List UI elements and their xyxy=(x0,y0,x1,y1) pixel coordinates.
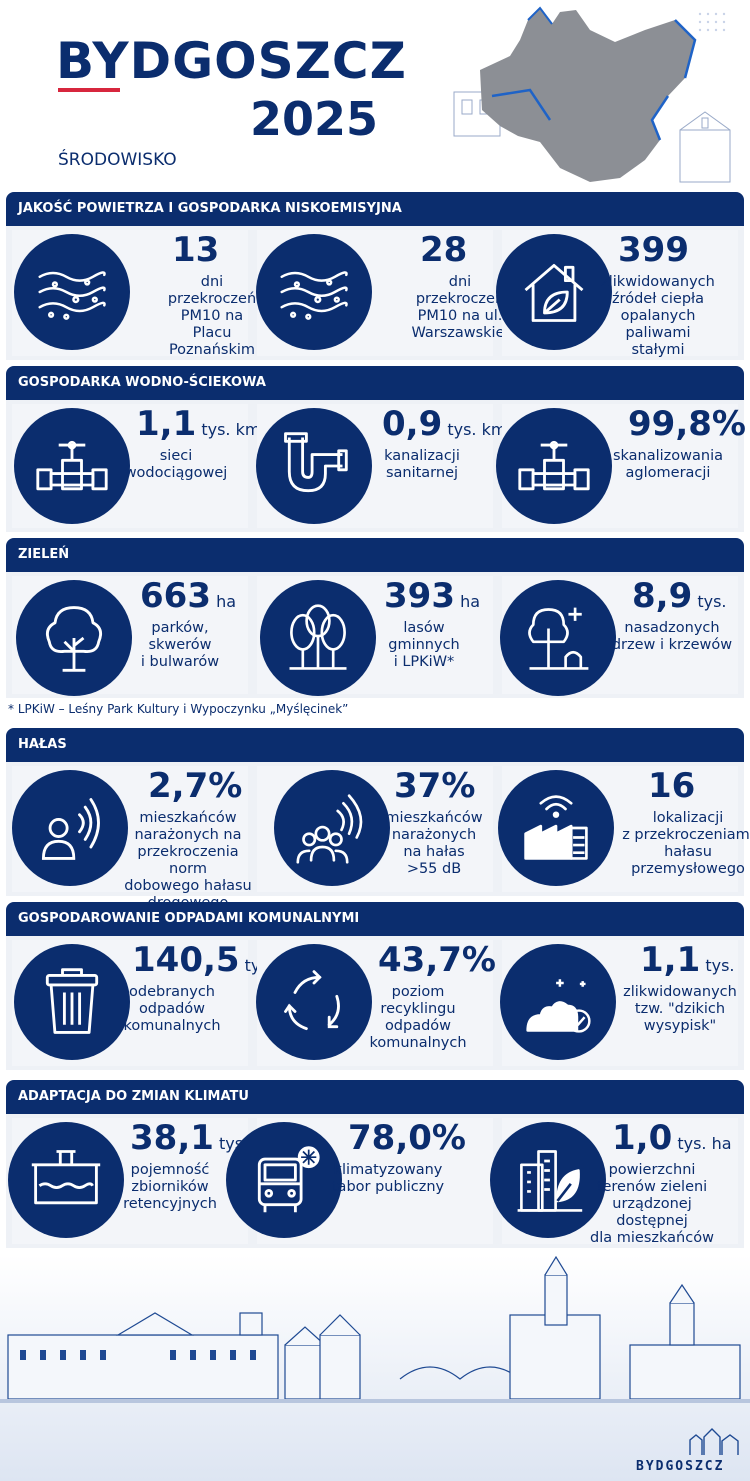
stat-number: 1,1 xyxy=(640,940,701,980)
group-noise-icon xyxy=(274,770,390,886)
stat-description: dni przekroczeń PM10 na ul. Warszawskiej xyxy=(411,274,509,341)
tree-icon xyxy=(16,580,132,696)
stat-description: kanalizacji sanitarnej xyxy=(384,448,460,481)
section-header: JAKOŚĆ POWIETRZA I GOSPODARKA NISKOEMISY… xyxy=(6,192,744,226)
air-dust-icon xyxy=(14,234,130,350)
stat-value: 28 xyxy=(420,232,467,268)
stat-value: 43,7% xyxy=(378,942,496,978)
stat-unit: tys. xyxy=(692,592,727,611)
stat-description: nasadzonych drzew i krzewów xyxy=(611,620,733,653)
stat-description: lasów gminnych i LPKiW* xyxy=(388,620,460,670)
stat-value: 2,7% xyxy=(148,768,242,804)
stat-number: 140,5 xyxy=(132,940,240,980)
stat-description: skanalizowania aglomeracji xyxy=(612,448,724,481)
stat-description: powierzchni terenów zieleni urządzonej d… xyxy=(590,1162,714,1246)
stat-number: 0,9 xyxy=(382,404,443,444)
stat-number: 399 xyxy=(618,230,689,270)
recycle-icon xyxy=(256,944,372,1060)
person-noise-icon xyxy=(12,770,128,886)
stat-description: dni przekroczeń PM10 na Placu Poznańskim xyxy=(167,274,257,358)
page-subtitle: ŚRODOWISKO xyxy=(58,150,177,170)
house-leaf-icon xyxy=(496,234,612,350)
stat-number: 78,0% xyxy=(348,1118,466,1158)
stat-description: mieszkańców narażonych na przekroczenia … xyxy=(124,810,252,911)
stat-value: 1,1 tys. km xyxy=(136,406,260,448)
stat-value: 78,0% xyxy=(348,1120,466,1156)
stat-description: pojemność zbiorników retencyjnych xyxy=(123,1162,217,1212)
bus-snow-icon xyxy=(226,1122,342,1238)
stat-value: 37% xyxy=(394,768,475,804)
stat-unit: ha xyxy=(210,592,237,611)
section-header: GOSPODAROWANIE ODPADAMI KOMUNALNYMI xyxy=(6,902,744,936)
water-pipe-valve-icon xyxy=(14,408,130,524)
stat-number: 13 xyxy=(172,230,220,270)
city-map-illustration xyxy=(453,6,731,183)
page-year: 2025 xyxy=(250,92,379,146)
section-header: ADAPTACJA DO ZMIAN KLIMATU xyxy=(6,1080,744,1114)
sewer-pipe-icon xyxy=(256,408,372,524)
air-dust-icon xyxy=(256,234,372,350)
stat-number: 43,7% xyxy=(378,940,496,980)
stat-number: 1,1 xyxy=(136,404,197,444)
stat-value: 0,9 tys. km xyxy=(382,406,506,448)
tree-plant-icon xyxy=(500,580,616,696)
stat-number: 393 xyxy=(384,576,455,616)
city-green-icon xyxy=(490,1122,606,1238)
stat-value: 99,8% xyxy=(628,406,746,442)
stat-description: zlikwidowanych tzw. "dzikich wysypisk" xyxy=(623,984,737,1034)
page-title: BYDGOSZCZ xyxy=(56,32,407,90)
stat-number: 1,0 xyxy=(612,1118,673,1158)
skyline-illustration xyxy=(0,1255,750,1481)
stat-description: parków, skwerów i bulwarów xyxy=(140,620,220,670)
stat-number: 8,9 xyxy=(632,576,693,616)
stat-number: 28 xyxy=(420,230,468,270)
stat-number: 37% xyxy=(394,766,476,806)
waste-pile-icon xyxy=(500,944,616,1060)
section-header: HAŁAS xyxy=(6,728,744,762)
stat-description: mieszkańców narażonych na hałas >55 dB xyxy=(385,810,483,877)
forest-icon xyxy=(260,580,376,696)
stat-description: sieci wodociągowej xyxy=(124,448,228,481)
stat-number: 38,1 xyxy=(130,1118,214,1158)
stat-description: odebranych odpadów komunalnych xyxy=(123,984,221,1034)
stat-unit: tys. km xyxy=(196,420,261,439)
stat-unit: ha xyxy=(454,592,481,611)
title-underline xyxy=(58,88,120,92)
stat-value: 663 ha xyxy=(140,578,236,620)
section-header: GOSPODARKA WODNO-ŚCIEKOWA xyxy=(6,366,744,400)
stat-number: 16 xyxy=(648,766,696,806)
stat-value: 13 xyxy=(172,232,219,268)
footer-logo: BYDGOSZCZ xyxy=(636,1459,725,1474)
stat-value: 8,9 tys. xyxy=(632,578,726,620)
water-pipe-valve-icon xyxy=(496,408,612,524)
stat-unit: tys. ha xyxy=(672,1134,732,1153)
stat-number: 663 xyxy=(140,576,211,616)
stat-value: 1,1 tys. xyxy=(640,942,734,984)
stat-value: 16 xyxy=(648,768,695,804)
trash-bin-icon xyxy=(14,944,130,1060)
stat-value: 393 ha xyxy=(384,578,480,620)
stat-description: zlikwidowanych źródeł ciepła opalanych p… xyxy=(601,274,715,358)
stat-unit: tys. xyxy=(700,956,735,975)
stat-description: klimatyzowany tabor publiczny xyxy=(331,1162,445,1195)
stat-number: 99,8% xyxy=(628,404,746,444)
footnote: * LPKiW – Leśny Park Kultury i Wypoczynk… xyxy=(8,702,349,716)
stat-unit: tys. km xyxy=(442,420,507,439)
factory-noise-icon xyxy=(498,770,614,886)
stat-number: 2,7% xyxy=(148,766,243,806)
retention-tank-icon xyxy=(8,1122,124,1238)
section-header: ZIELEŃ xyxy=(6,538,744,572)
stat-value: 1,0 tys. ha xyxy=(612,1120,732,1162)
stat-description: poziom recyklingu odpadów komunalnych xyxy=(369,984,467,1051)
stat-description: lokalizacji z przekroczeniami hałasu prz… xyxy=(622,810,750,877)
stat-value: 399 xyxy=(618,232,689,268)
